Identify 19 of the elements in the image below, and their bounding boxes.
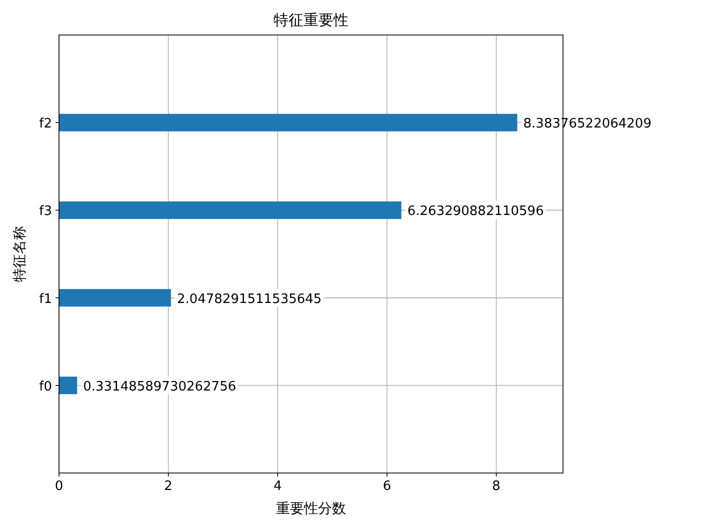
y-tick-label: f0	[39, 379, 52, 394]
bar	[59, 376, 78, 394]
y-tick-label: f1	[39, 292, 52, 307]
x-tick-label: 8	[492, 479, 500, 494]
bar	[59, 114, 518, 132]
data-label: 2.0478291511535645	[176, 292, 322, 307]
y-tick-label: f3	[39, 204, 52, 220]
x-tick-label: 2	[164, 479, 172, 494]
data-label: 6.263290882110596	[407, 204, 544, 220]
x-tick-label: 6	[382, 479, 392, 494]
bar	[59, 201, 402, 219]
chart-title: 特征重要性	[274, 11, 348, 29]
x-tick-label: 4	[274, 479, 282, 494]
data-label: 0.33148589730262756	[83, 379, 236, 394]
bar	[59, 289, 171, 307]
x-axis-title: 重要性分数	[276, 501, 346, 517]
x-tick-label: 0	[54, 479, 64, 494]
y-axis-title: 特征名称	[12, 226, 28, 282]
y-tick-label: f2	[39, 116, 52, 132]
